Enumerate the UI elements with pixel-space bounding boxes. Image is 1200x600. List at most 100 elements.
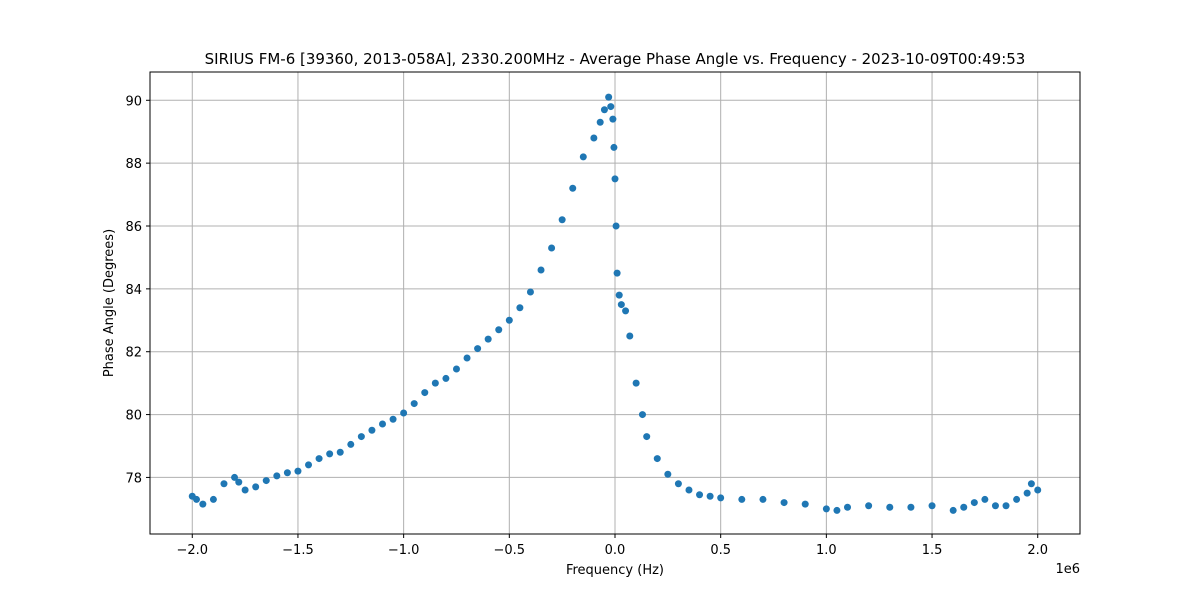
data-point bbox=[410, 400, 418, 408]
data-point bbox=[780, 499, 788, 507]
x-tick-label: 1.0 bbox=[816, 543, 837, 558]
data-point bbox=[610, 143, 618, 151]
x-tick-label: −1.5 bbox=[282, 543, 314, 558]
data-point bbox=[607, 103, 615, 111]
data-point bbox=[505, 316, 513, 324]
data-point bbox=[622, 307, 630, 315]
data-point bbox=[569, 184, 577, 192]
data-point bbox=[759, 495, 767, 503]
y-tick-label: 82 bbox=[125, 346, 142, 361]
data-point bbox=[612, 222, 620, 230]
x-tick-label: 0.5 bbox=[710, 543, 731, 558]
data-point bbox=[452, 365, 460, 373]
data-point bbox=[960, 503, 968, 511]
x-axis-label: Frequency (Hz) bbox=[566, 563, 664, 578]
data-point bbox=[558, 216, 566, 224]
data-point bbox=[928, 502, 936, 510]
data-points bbox=[188, 93, 1042, 514]
data-point bbox=[305, 461, 313, 469]
data-point bbox=[252, 483, 260, 491]
data-point bbox=[315, 455, 323, 463]
data-point bbox=[579, 153, 587, 161]
data-point bbox=[548, 244, 556, 252]
data-point bbox=[241, 486, 249, 494]
x-axis: −2.0 −1.5 −1.0 −0.5 0.0 0.5 1.0 1.5 2.0 bbox=[176, 534, 1048, 558]
data-point bbox=[664, 470, 672, 478]
data-point bbox=[611, 175, 619, 183]
data-point bbox=[294, 467, 302, 475]
data-point bbox=[326, 450, 334, 458]
x-tick-label: 2.0 bbox=[1027, 543, 1048, 558]
x-tick-label: 0.0 bbox=[605, 543, 626, 558]
data-point bbox=[626, 332, 634, 340]
data-point bbox=[822, 505, 830, 513]
data-point bbox=[516, 304, 524, 312]
data-point bbox=[613, 269, 621, 277]
data-point bbox=[991, 502, 999, 510]
x-axis-offset-label: 1e6 bbox=[1055, 562, 1080, 577]
x-tick-label: −2.0 bbox=[176, 543, 208, 558]
y-tick-label: 90 bbox=[125, 94, 142, 109]
data-point bbox=[1002, 502, 1010, 510]
data-point bbox=[617, 301, 625, 309]
data-point bbox=[685, 486, 693, 494]
data-point bbox=[474, 345, 482, 353]
data-point bbox=[706, 492, 714, 500]
data-point bbox=[949, 506, 957, 514]
data-point bbox=[442, 374, 450, 382]
data-point bbox=[283, 469, 291, 477]
data-point bbox=[526, 288, 534, 296]
data-point bbox=[235, 478, 243, 486]
data-point bbox=[596, 118, 604, 126]
y-tick-label: 88 bbox=[125, 157, 142, 172]
y-axis: 78 80 82 84 86 88 90 bbox=[125, 94, 150, 486]
data-point bbox=[653, 455, 661, 463]
data-point bbox=[400, 409, 408, 417]
y-tick-label: 80 bbox=[125, 409, 142, 424]
data-point bbox=[389, 415, 397, 423]
data-point bbox=[209, 495, 217, 503]
data-point bbox=[970, 499, 978, 507]
data-point bbox=[638, 411, 646, 419]
data-point bbox=[1034, 486, 1042, 494]
data-point bbox=[907, 503, 915, 511]
data-point bbox=[495, 326, 503, 334]
data-point bbox=[1013, 495, 1021, 503]
data-point bbox=[193, 495, 200, 503]
data-point bbox=[1023, 489, 1031, 497]
data-point bbox=[605, 93, 613, 101]
y-axis-label: Phase Angle (Degrees) bbox=[102, 229, 117, 377]
data-point bbox=[643, 433, 651, 441]
data-point bbox=[463, 354, 471, 362]
data-point bbox=[865, 502, 873, 510]
data-point bbox=[273, 472, 281, 480]
grid bbox=[150, 72, 1080, 534]
data-point bbox=[199, 500, 207, 508]
y-tick-label: 86 bbox=[125, 220, 142, 235]
data-point bbox=[981, 495, 989, 503]
data-point bbox=[615, 291, 623, 299]
data-point bbox=[231, 473, 239, 481]
data-point bbox=[220, 480, 228, 488]
data-point bbox=[421, 389, 429, 397]
data-point bbox=[600, 106, 608, 114]
data-point bbox=[609, 115, 617, 123]
data-point bbox=[347, 440, 355, 448]
data-point bbox=[717, 494, 725, 502]
data-point bbox=[537, 266, 545, 274]
data-point bbox=[833, 506, 841, 514]
data-point bbox=[379, 420, 386, 428]
data-point bbox=[484, 335, 492, 343]
data-point bbox=[738, 495, 746, 503]
data-point bbox=[674, 480, 682, 488]
data-point bbox=[1027, 480, 1035, 488]
y-tick-label: 84 bbox=[125, 283, 142, 298]
data-point bbox=[262, 477, 270, 485]
x-tick-label: −0.5 bbox=[494, 543, 526, 558]
data-point bbox=[844, 503, 851, 511]
data-point bbox=[368, 426, 376, 434]
y-tick-label: 78 bbox=[125, 471, 142, 486]
x-tick-label: −1.0 bbox=[388, 543, 420, 558]
data-point bbox=[590, 134, 598, 142]
